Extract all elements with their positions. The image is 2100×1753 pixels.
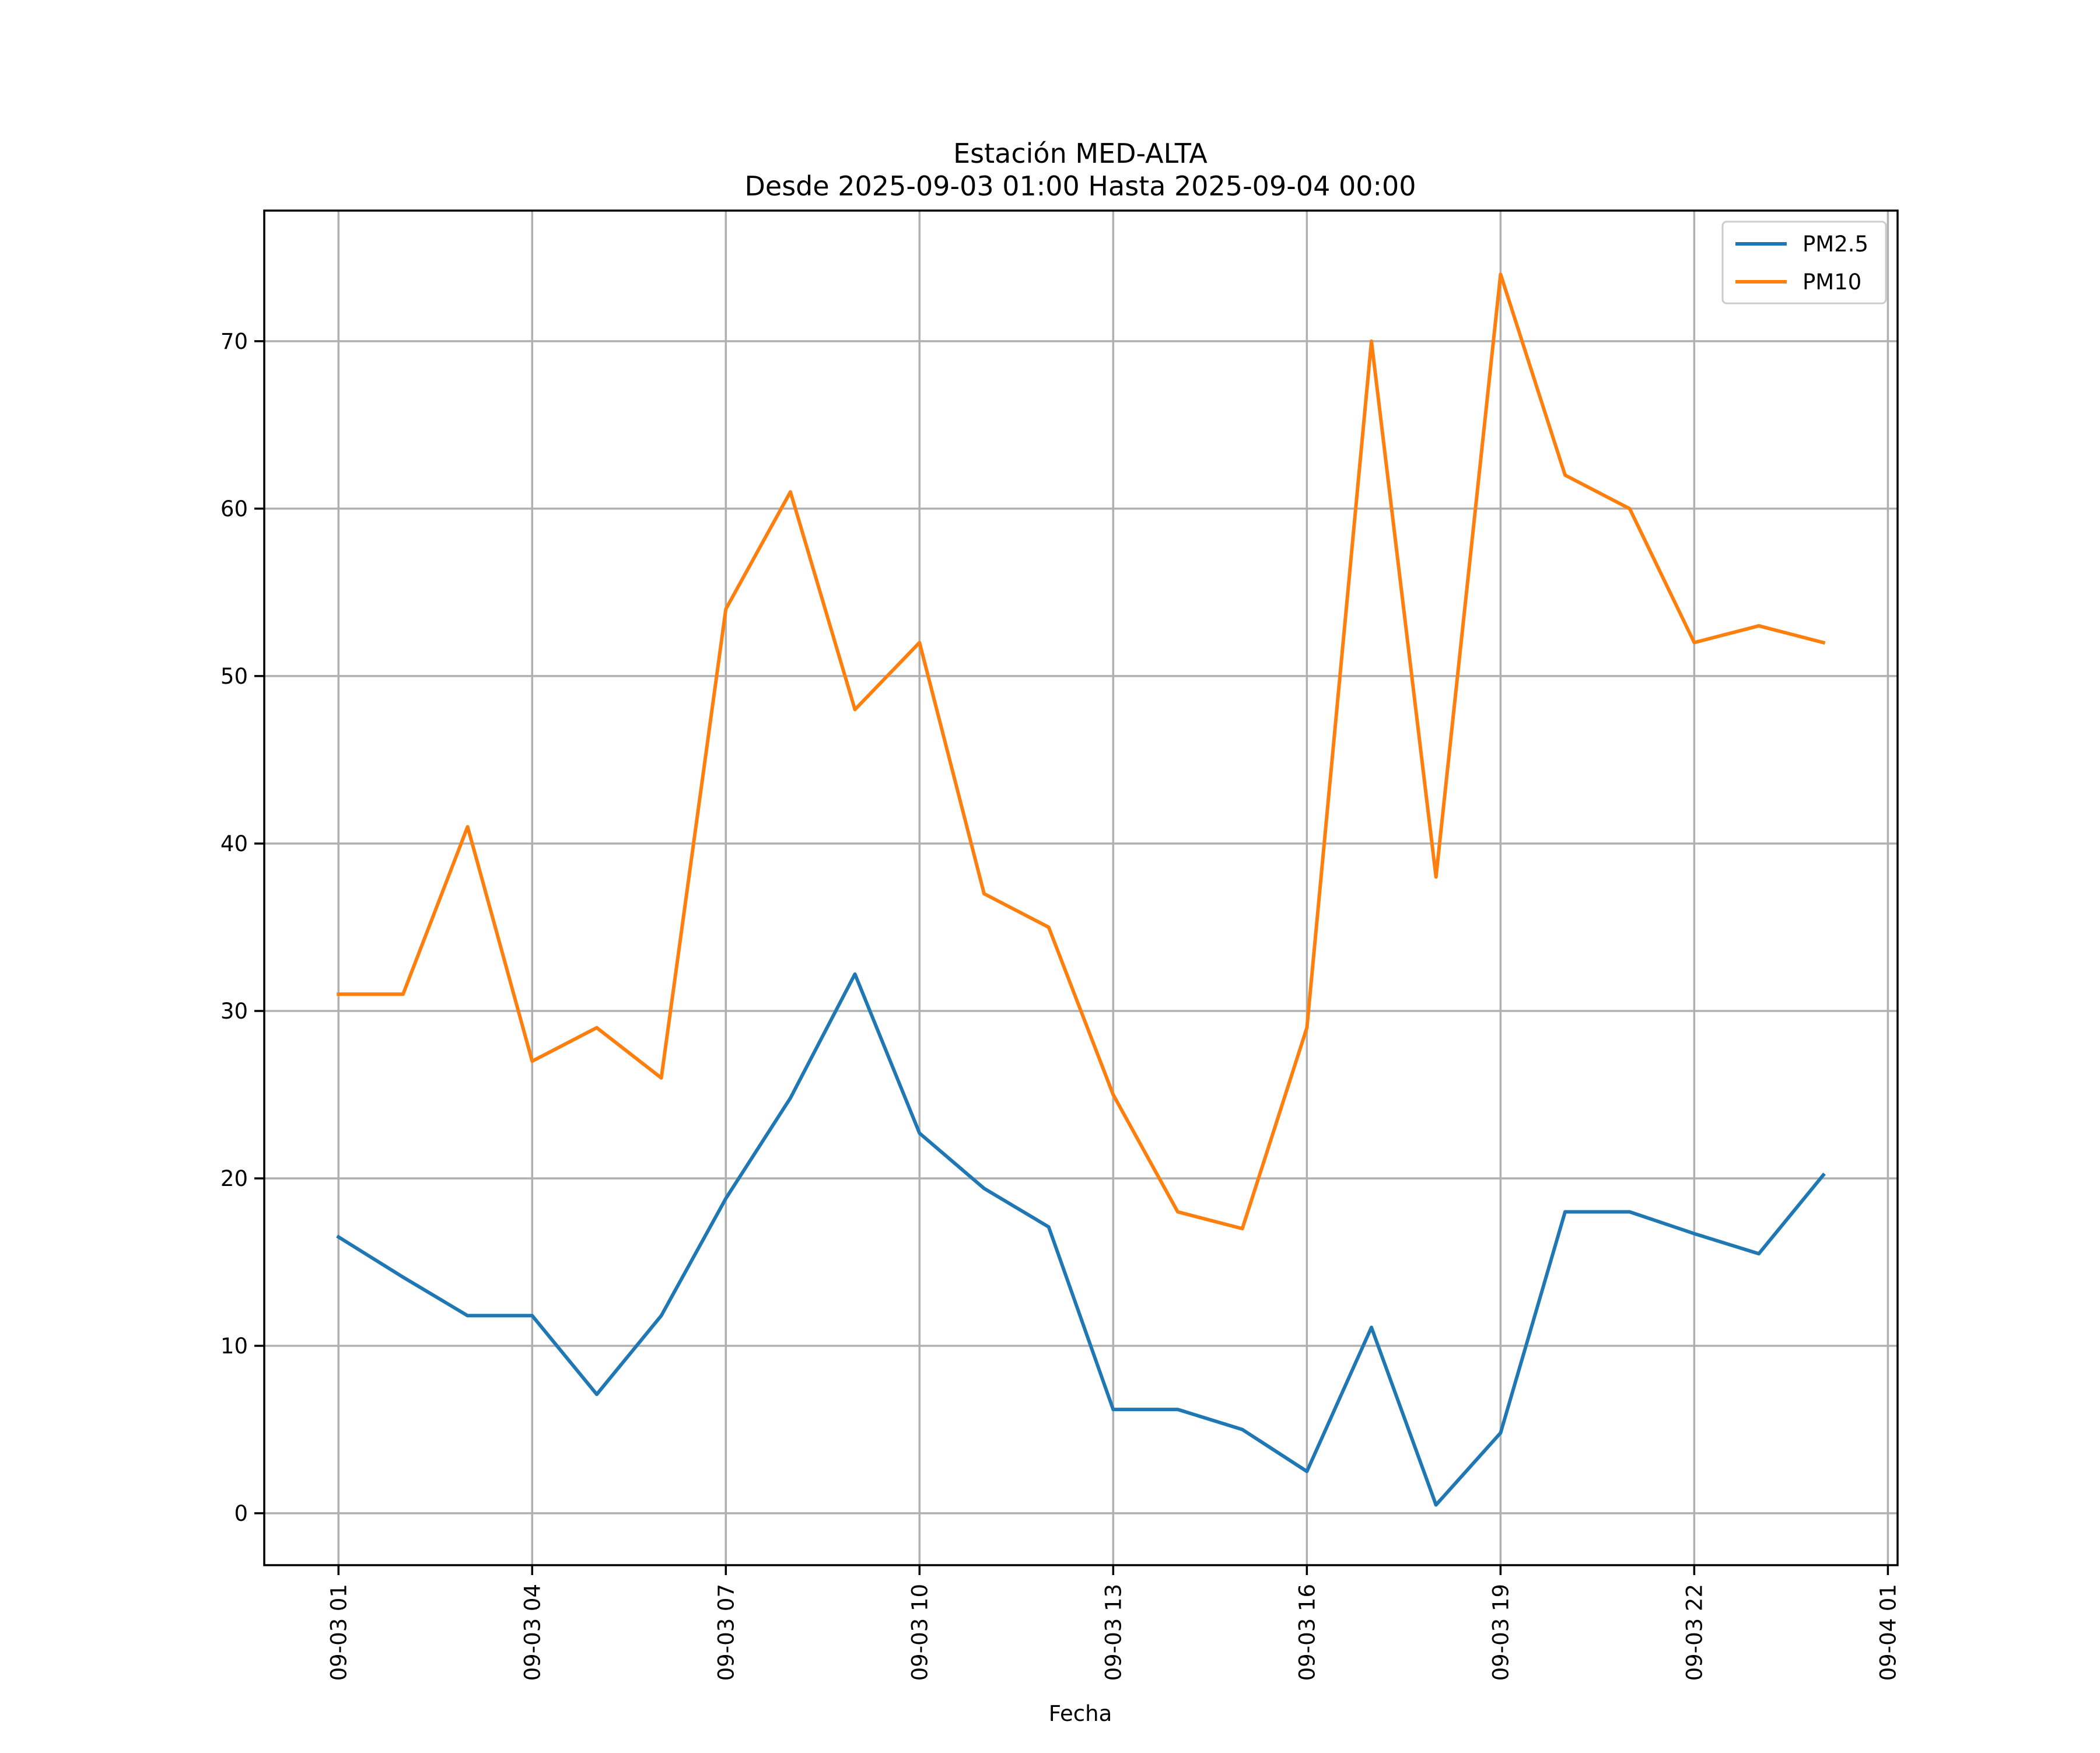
y-axis-ticks: 0 10 20 30 40 50 60 70 (220, 329, 264, 1526)
y-tick-label: 20 (220, 1166, 248, 1191)
x-tick-label: 09-03 22 (1682, 1584, 1707, 1681)
y-tick-label: 10 (220, 1334, 248, 1359)
y-tick-label: 60 (220, 496, 248, 522)
legend-label: PM2.5 (1803, 232, 1868, 257)
x-tick-label: 09-04 01 (1875, 1584, 1901, 1681)
y-tick-label: 40 (220, 831, 248, 856)
x-tick-label: 09-03 16 (1294, 1584, 1320, 1681)
x-axis-label: Fecha (1049, 1701, 1112, 1726)
series-lines (336, 272, 1826, 1507)
x-tick-label: 09-03 19 (1488, 1584, 1513, 1681)
plot-area-frame (263, 209, 1899, 1566)
legend: PM2.5 PM10 (1721, 221, 1887, 305)
x-tick-label: 09-03 13 (1101, 1584, 1126, 1681)
x-tick-label: 09-03 04 (520, 1584, 545, 1681)
y-tick-label: 70 (220, 329, 248, 354)
x-axis-ticks: 09-03 01 09-03 04 09-03 07 09-03 10 09-03 13… (326, 1565, 1901, 1681)
y-tick-label: 50 (220, 664, 248, 689)
legend-label: PM10 (1803, 270, 1861, 295)
x-tick-label: 09-03 01 (326, 1584, 351, 1681)
grid-lines (264, 211, 1898, 1565)
y-tick-label: 30 (220, 999, 248, 1024)
chart-title: Estación MED-ALTA (953, 138, 1208, 169)
series-line-pm2-5 (336, 972, 1826, 1507)
x-tick-label: 09-03 07 (713, 1584, 738, 1681)
y-tick-label: 0 (234, 1501, 248, 1526)
chart-subtitle: Desde 2025-09-03 01:00 Hasta 2025-09-04 … (744, 170, 1416, 202)
series-line-pm10 (337, 272, 1826, 1231)
x-tick-label: 09-03 10 (907, 1584, 932, 1681)
